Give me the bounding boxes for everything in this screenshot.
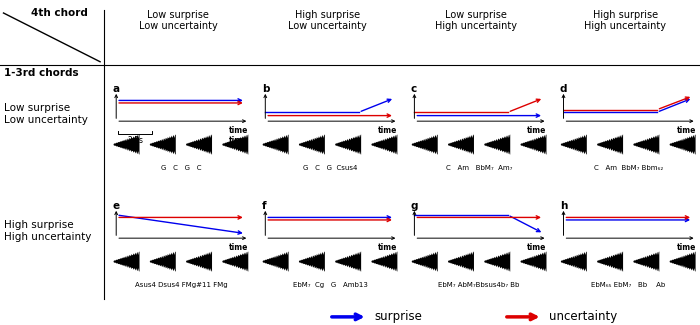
Text: 4th chord: 4th chord xyxy=(31,8,88,18)
Polygon shape xyxy=(186,135,212,155)
Polygon shape xyxy=(521,252,547,272)
Polygon shape xyxy=(634,135,659,155)
Text: 1-3rd chords: 1-3rd chords xyxy=(4,68,78,78)
Text: C   Am   BbM₇  Am₇: C Am BbM₇ Am₇ xyxy=(446,165,512,171)
Text: C   Am  BbM₇ Bbm₆₂: C Am BbM₇ Bbm₆₂ xyxy=(594,165,663,171)
Text: time: time xyxy=(229,126,248,135)
Text: time: time xyxy=(527,126,547,135)
Polygon shape xyxy=(299,135,325,155)
Polygon shape xyxy=(150,135,176,155)
Text: time: time xyxy=(229,243,248,252)
Text: Low surprise
Low uncertainty: Low surprise Low uncertainty xyxy=(4,103,88,125)
Text: time: time xyxy=(527,243,547,252)
Text: G   C   G   C: G C G C xyxy=(161,165,201,171)
Text: 2.5s: 2.5s xyxy=(127,136,143,145)
Polygon shape xyxy=(634,252,659,272)
Polygon shape xyxy=(484,135,510,155)
Text: Low surprise
High uncertainty: Low surprise High uncertainty xyxy=(435,10,517,31)
Text: c: c xyxy=(411,84,417,94)
Text: EbM₇ AbM₇Bbsus4b₇ Bb: EbM₇ AbM₇Bbsus4b₇ Bb xyxy=(438,282,520,288)
Polygon shape xyxy=(113,252,139,272)
Text: EbM₆₅ EbM₇   Bb    Ab: EbM₆₅ EbM₇ Bb Ab xyxy=(591,282,666,288)
Text: a: a xyxy=(113,84,120,94)
Polygon shape xyxy=(597,135,623,155)
Polygon shape xyxy=(484,252,510,272)
Polygon shape xyxy=(335,252,361,272)
Text: Asus4 Dsus4 FMg#11 FMg: Asus4 Dsus4 FMg#11 FMg xyxy=(134,282,228,288)
Polygon shape xyxy=(521,135,547,155)
Text: h: h xyxy=(560,201,568,211)
Text: time: time xyxy=(228,136,248,145)
Polygon shape xyxy=(597,252,623,272)
Polygon shape xyxy=(299,252,325,272)
Text: High surprise
Low uncertainty: High surprise Low uncertainty xyxy=(288,10,367,31)
Text: e: e xyxy=(113,201,120,211)
Polygon shape xyxy=(186,252,212,272)
Polygon shape xyxy=(150,252,176,272)
Polygon shape xyxy=(262,252,288,272)
Text: uncertainty: uncertainty xyxy=(550,310,617,323)
Text: High surprise
High uncertainty: High surprise High uncertainty xyxy=(584,10,666,31)
Polygon shape xyxy=(561,252,587,272)
Text: surprise: surprise xyxy=(374,310,422,323)
Polygon shape xyxy=(448,135,474,155)
Polygon shape xyxy=(223,135,248,155)
Text: b: b xyxy=(262,84,270,94)
Polygon shape xyxy=(335,135,361,155)
Text: g: g xyxy=(411,201,419,211)
Text: d: d xyxy=(560,84,568,94)
Text: time: time xyxy=(676,243,696,252)
Text: f: f xyxy=(262,201,267,211)
Polygon shape xyxy=(223,252,248,272)
Text: G   C   G  Csus4: G C G Csus4 xyxy=(303,165,357,171)
Text: Low surprise
Low uncertainty: Low surprise Low uncertainty xyxy=(139,10,218,31)
Text: time: time xyxy=(676,126,696,135)
Text: EbM₇  Cg   G   Amb13: EbM₇ Cg G Amb13 xyxy=(293,282,368,288)
Polygon shape xyxy=(113,135,139,155)
Polygon shape xyxy=(670,252,696,272)
Polygon shape xyxy=(412,135,438,155)
Polygon shape xyxy=(561,135,587,155)
Text: High surprise
High uncertainty: High surprise High uncertainty xyxy=(4,220,91,242)
Text: time: time xyxy=(378,243,398,252)
Polygon shape xyxy=(372,252,398,272)
Polygon shape xyxy=(670,135,696,155)
Polygon shape xyxy=(262,135,288,155)
Text: time: time xyxy=(378,126,398,135)
Polygon shape xyxy=(412,252,438,272)
Polygon shape xyxy=(372,135,398,155)
Polygon shape xyxy=(448,252,474,272)
